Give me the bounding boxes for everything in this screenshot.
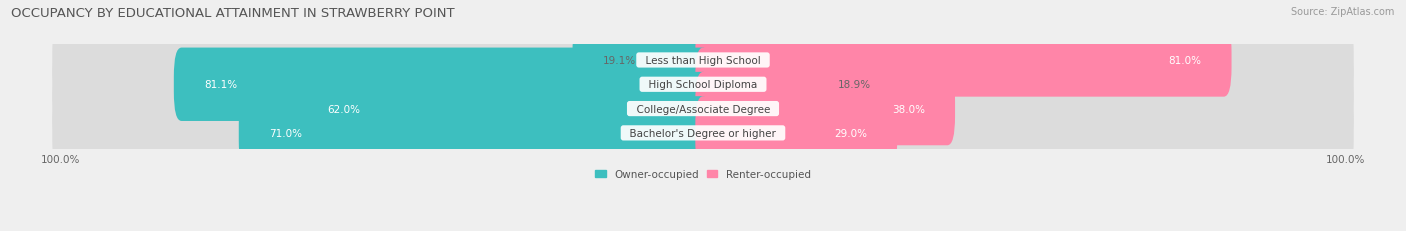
FancyBboxPatch shape	[52, 73, 1354, 146]
Text: College/Associate Degree: College/Associate Degree	[630, 104, 776, 114]
FancyBboxPatch shape	[52, 24, 1354, 97]
FancyBboxPatch shape	[696, 73, 955, 146]
Text: OCCUPANCY BY EDUCATIONAL ATTAINMENT IN STRAWBERRY POINT: OCCUPANCY BY EDUCATIONAL ATTAINMENT IN S…	[11, 7, 456, 20]
FancyBboxPatch shape	[696, 24, 1232, 97]
FancyBboxPatch shape	[52, 97, 1354, 170]
Text: 29.0%: 29.0%	[834, 128, 868, 138]
Text: 71.0%: 71.0%	[269, 128, 302, 138]
Text: 38.0%: 38.0%	[891, 104, 925, 114]
FancyBboxPatch shape	[572, 24, 710, 97]
FancyBboxPatch shape	[52, 48, 1354, 122]
FancyBboxPatch shape	[696, 48, 832, 122]
Text: 62.0%: 62.0%	[326, 104, 360, 114]
FancyBboxPatch shape	[297, 73, 710, 146]
FancyBboxPatch shape	[174, 48, 710, 122]
FancyBboxPatch shape	[696, 97, 897, 170]
Text: 18.9%: 18.9%	[838, 80, 870, 90]
Text: High School Diploma: High School Diploma	[643, 80, 763, 90]
Text: Source: ZipAtlas.com: Source: ZipAtlas.com	[1291, 7, 1395, 17]
Text: 81.1%: 81.1%	[204, 80, 238, 90]
Text: 19.1%: 19.1%	[603, 56, 636, 66]
Text: Less than High School: Less than High School	[638, 56, 768, 66]
Text: Bachelor's Degree or higher: Bachelor's Degree or higher	[623, 128, 783, 138]
Text: 81.0%: 81.0%	[1168, 56, 1201, 66]
FancyBboxPatch shape	[239, 97, 710, 170]
Legend: Owner-occupied, Renter-occupied: Owner-occupied, Renter-occupied	[591, 165, 815, 183]
